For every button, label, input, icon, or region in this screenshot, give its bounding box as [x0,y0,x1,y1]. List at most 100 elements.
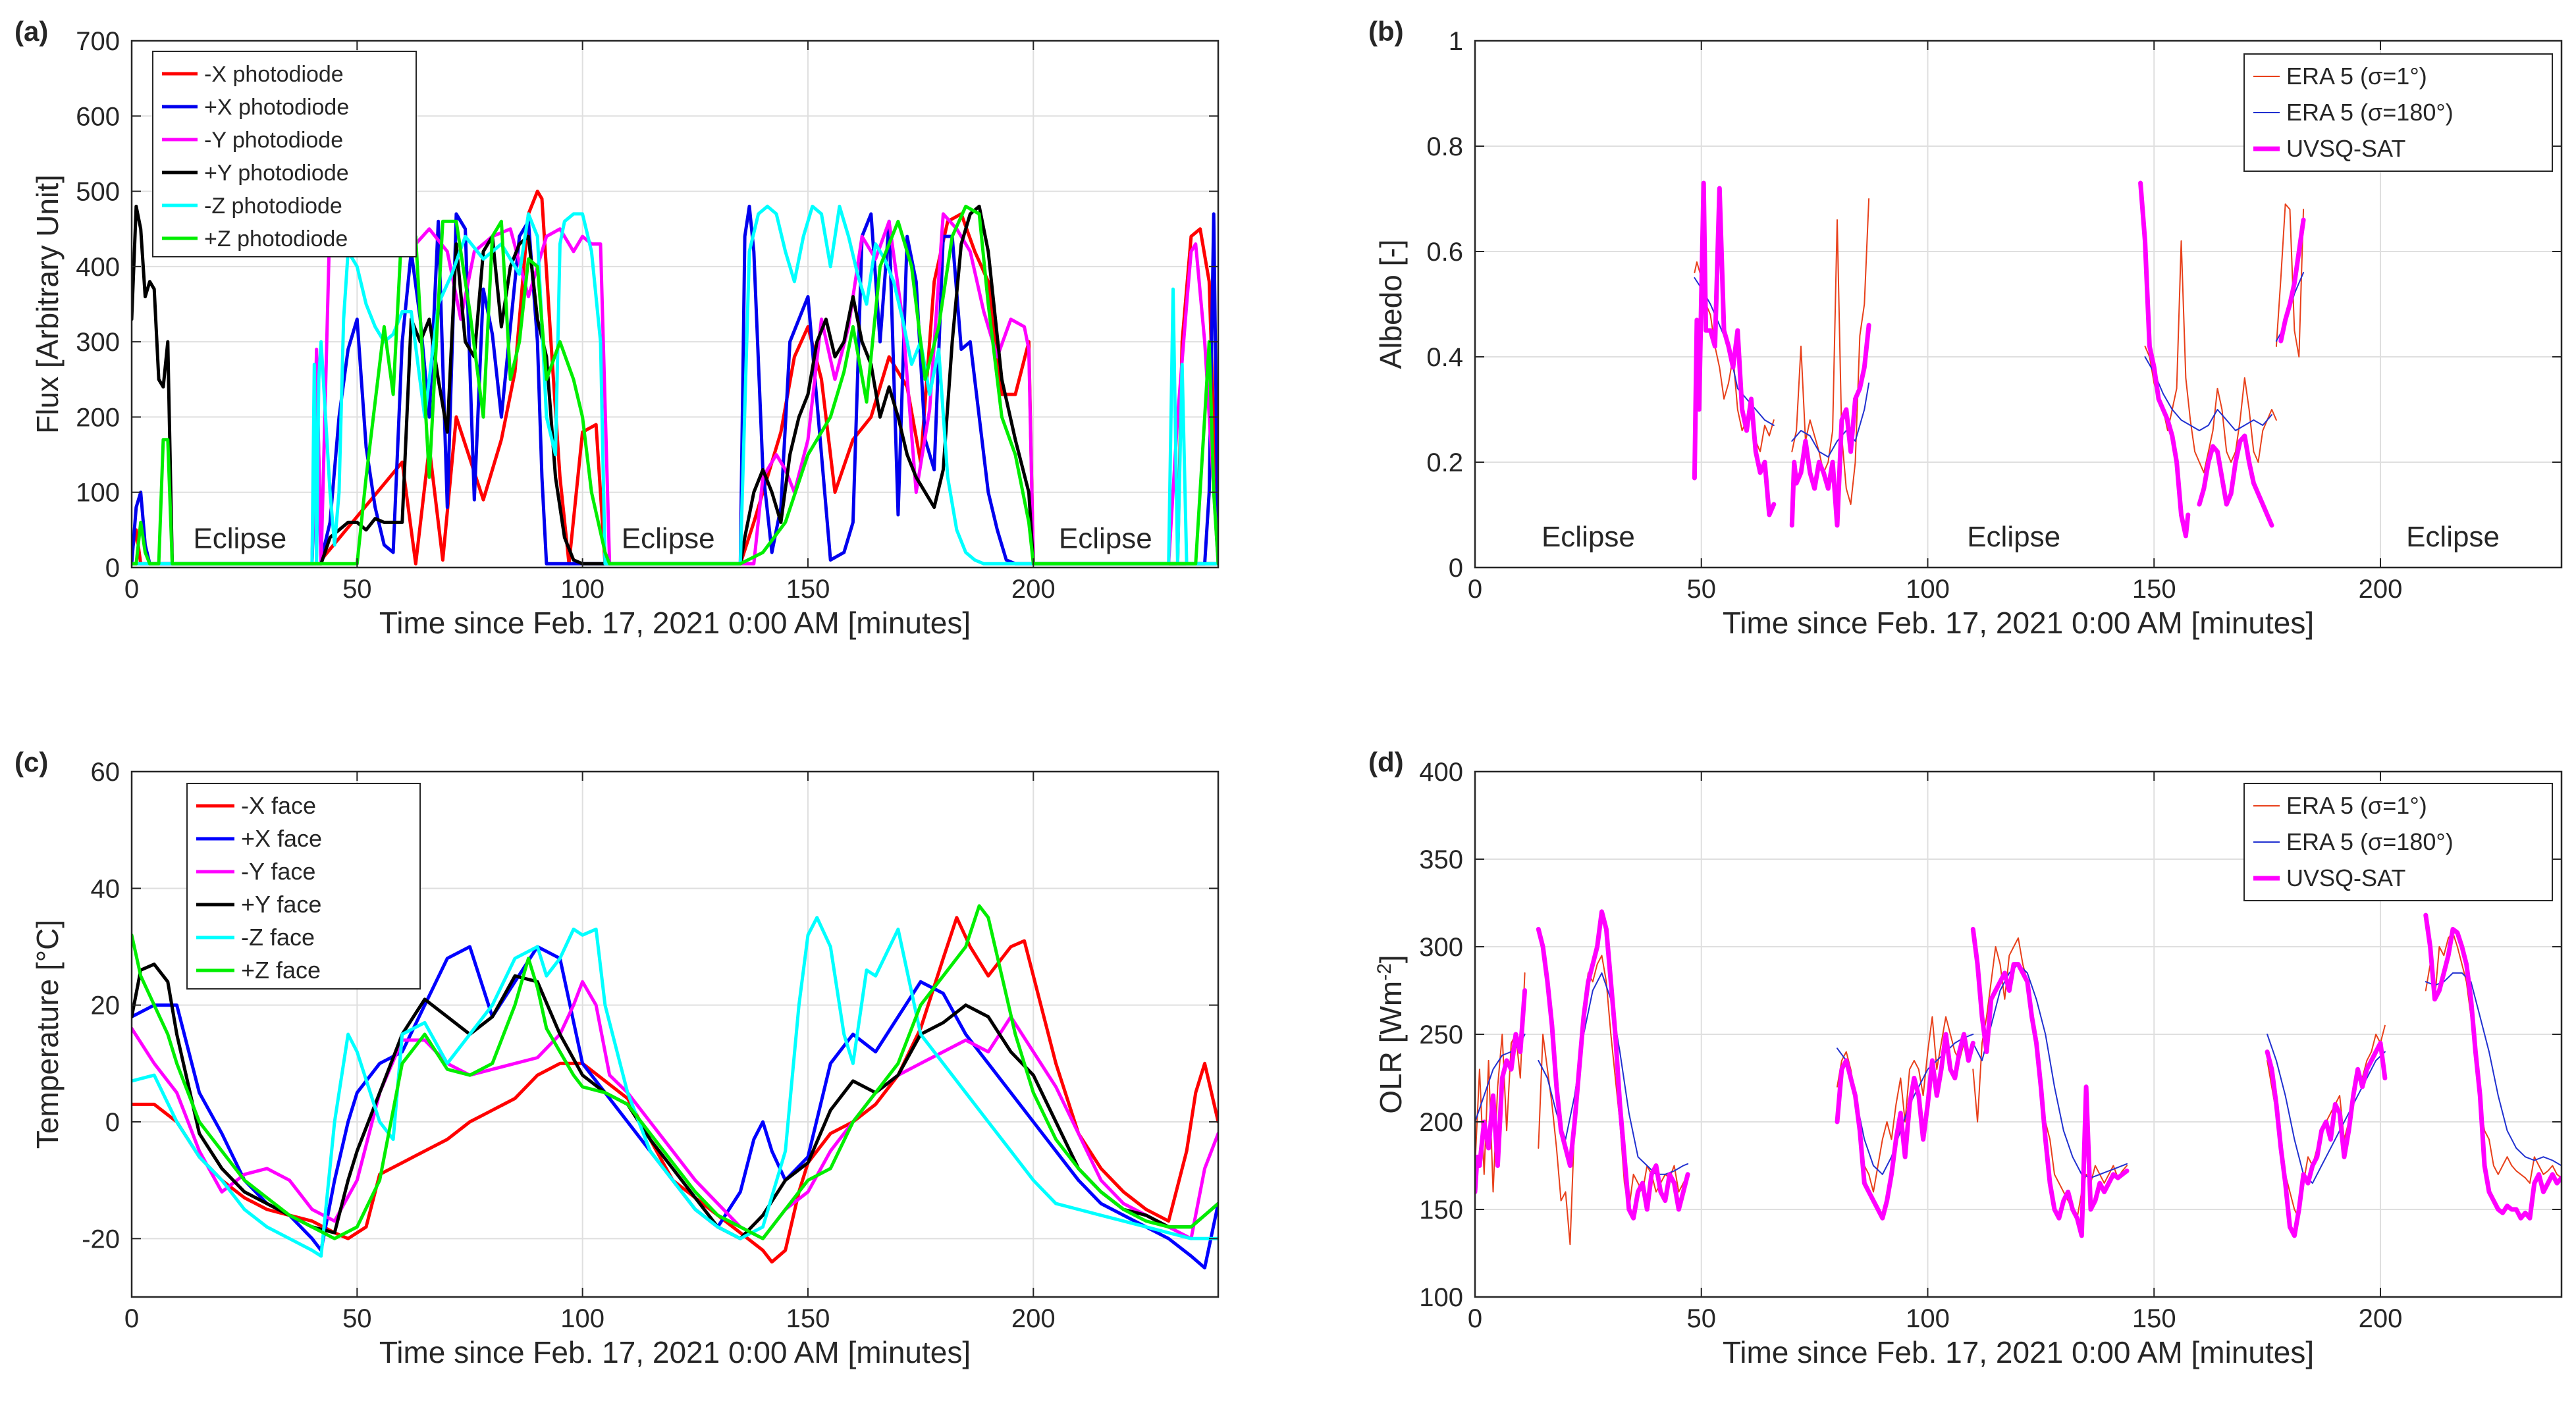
series-line-era-5-180--seg-2 [1791,383,1870,458]
y-axis-label: Albedo [-] [1374,240,1408,369]
y-tick-label: 150 [1419,1196,1463,1225]
eclipse-annotation: Eclipse [1542,521,1635,553]
axes-box [1474,40,2563,569]
panel-label: (c) [14,747,48,778]
legend-entry-label: UVSQ-SAT [2286,135,2405,162]
series-line-uvsq-sat-seg-4 [2197,433,2274,528]
series-group [1475,909,2562,1246]
y-tick-label: 400 [76,253,120,282]
x-tick-label: 150 [786,575,830,604]
series-group [1692,180,2306,539]
eclipse-annotation: Eclipse [1967,521,2060,553]
series-line-uvsq-sat-seg-4 [1970,926,2130,1238]
series-line--y-photodiode-seg-1 [132,204,1218,566]
y-tick-label: 200 [1419,1108,1463,1137]
y-tick-label: -20 [82,1225,120,1254]
y-tick-label: 200 [76,403,120,432]
legend-entry-label: ERA 5 (σ=180°) [2286,99,2454,126]
panel-label: (d) [1368,747,1404,778]
legend: ERA 5 (σ=1°) ERA 5 (σ=180°) UVSQ-SAT [2243,783,2553,901]
series-line-era-5-1--seg-2 [1791,198,1870,505]
x-tick-label: 0 [1468,1304,1482,1333]
series-line-era-5-180--seg-6 [2425,972,2562,1167]
series-line-era-5-1--seg-2 [1538,955,1689,1246]
eclipse-annotation: Eclipse [193,522,286,554]
series-line-uvsq-sat-seg-1 [1475,988,1528,1194]
panel-3: 0 50 100 150 200 -20 0 20 40 60 Time since Feb. 17… [14,747,1220,1369]
legend-entry-label: -Z face [241,924,315,951]
series-line--z-face-seg-1 [132,904,1218,1240]
x-tick-label: 50 [1687,575,1717,604]
series-line-era-5-1--seg-4 [2275,203,2305,357]
legend: ERA 5 (σ=1°) ERA 5 (σ=180°) UVSQ-SAT [2243,53,2553,172]
series-line--z-photodiode-seg-1 [132,204,1218,566]
x-tick-label: 100 [1906,1304,1950,1333]
legend-box [152,51,417,257]
y-tick-label: 0.4 [1426,343,1463,372]
series-line-uvsq-sat-seg-1 [1692,180,1777,517]
legend-box [2243,783,2553,901]
y-tick-label: 700 [76,27,120,56]
y-tick-label: 300 [76,328,120,357]
y-tick-label: 0.8 [1426,132,1463,161]
y-tick-label: 400 [1419,758,1463,787]
y-axis-label: OLR [Wm-2] [1374,955,1408,1113]
x-axis-label: Time since Feb. 17, 2021 0:00 AM [minute… [379,606,971,640]
series-line--z-photodiode-seg-1 [132,204,1218,566]
y-axis-label: Flux [Arbitrary Unit] [30,174,65,434]
y-tick-label: 0 [1449,554,1463,583]
x-axis-label: Time since Feb. 17, 2021 0:00 AM [minute… [1723,606,2314,640]
x-tick-label: 0 [124,1304,139,1333]
legend-entry-label: +X face [241,825,322,852]
gridlines [1475,772,2562,1297]
y-tick-label: 20 [91,991,121,1020]
y-tick-label: 0.6 [1426,238,1463,267]
series-line-era-5-180--seg-4 [1972,963,2128,1179]
series-line-uvsq-sat-seg-5 [2278,217,2306,344]
y-axis-label-end: ] [1374,955,1408,963]
series-group [132,190,1218,566]
y-tick-label: 600 [76,102,120,131]
y-tick-label: 250 [1419,1020,1463,1049]
eclipse-annotation: Eclipse [1059,522,1152,554]
legend: -X face +X face -Y face +Y face -Z face +Z fa… [186,783,421,990]
y-tick-label: 500 [76,178,120,207]
y-axis-label-superscript: -2 [1374,963,1395,981]
legend-entry-label: +X photodiode [204,95,349,120]
series-line-era-5-1--seg-6 [2425,932,2562,1184]
x-tick-label: 0 [124,575,139,604]
x-tick-label: 200 [2359,1304,2403,1333]
x-tick-label: 50 [342,1304,372,1333]
legend-entry-label: +Z face [241,957,321,984]
y-tick-label: 0 [105,554,120,583]
panel-label: (b) [1368,16,1404,47]
legend-entry-label: -Y face [241,858,315,885]
legend-entry-label: -X face [241,792,316,819]
y-axis-label-main: OLR [Wm [1374,981,1408,1114]
x-tick-label: 50 [342,575,372,604]
legend-entry-label: +Z photodiode [204,226,348,251]
x-tick-label: 100 [560,575,604,604]
x-tick-label: 150 [2132,575,2176,604]
legend-entry-label: +Y photodiode [204,161,349,186]
y-tick-label: 0.2 [1426,448,1463,477]
series-line--x-face-seg-1 [132,916,1218,1264]
legend-entry-label: -Y photodiode [204,128,343,153]
legend-entry-label: ERA 5 (σ=180°) [2286,828,2454,855]
legend-box [186,783,421,990]
y-tick-label: 100 [76,479,120,508]
series-line-era-5-1--seg-3 [2144,240,2277,473]
legend-entry-label: UVSQ-SAT [2286,864,2405,891]
x-tick-label: 100 [1906,575,1950,604]
series-line-era-5-1--seg-4 [1972,937,2128,1219]
legend-entry-label: +Y face [241,891,321,918]
y-tick-label: 40 [91,874,121,903]
legend: -X photodiode +X photodiode -Y photodiode +… [152,51,417,257]
series-line--x-photodiode-seg-1 [132,204,1218,566]
series-line-era-5-180--seg-3 [2144,356,2272,431]
series-line--z-face-seg-1 [132,916,1218,1258]
legend-entry-label: ERA 5 (σ=1°) [2286,792,2427,819]
x-tick-label: 200 [1011,575,1056,604]
y-tick-label: 60 [91,758,121,787]
